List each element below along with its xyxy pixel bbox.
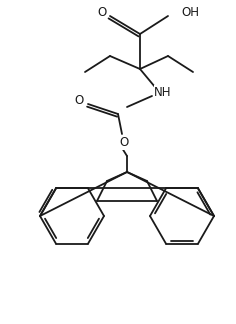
Text: NH: NH (154, 86, 172, 98)
Text: O: O (97, 6, 107, 18)
Text: OH: OH (181, 6, 199, 18)
Text: O: O (74, 94, 84, 107)
Text: O: O (119, 136, 129, 149)
